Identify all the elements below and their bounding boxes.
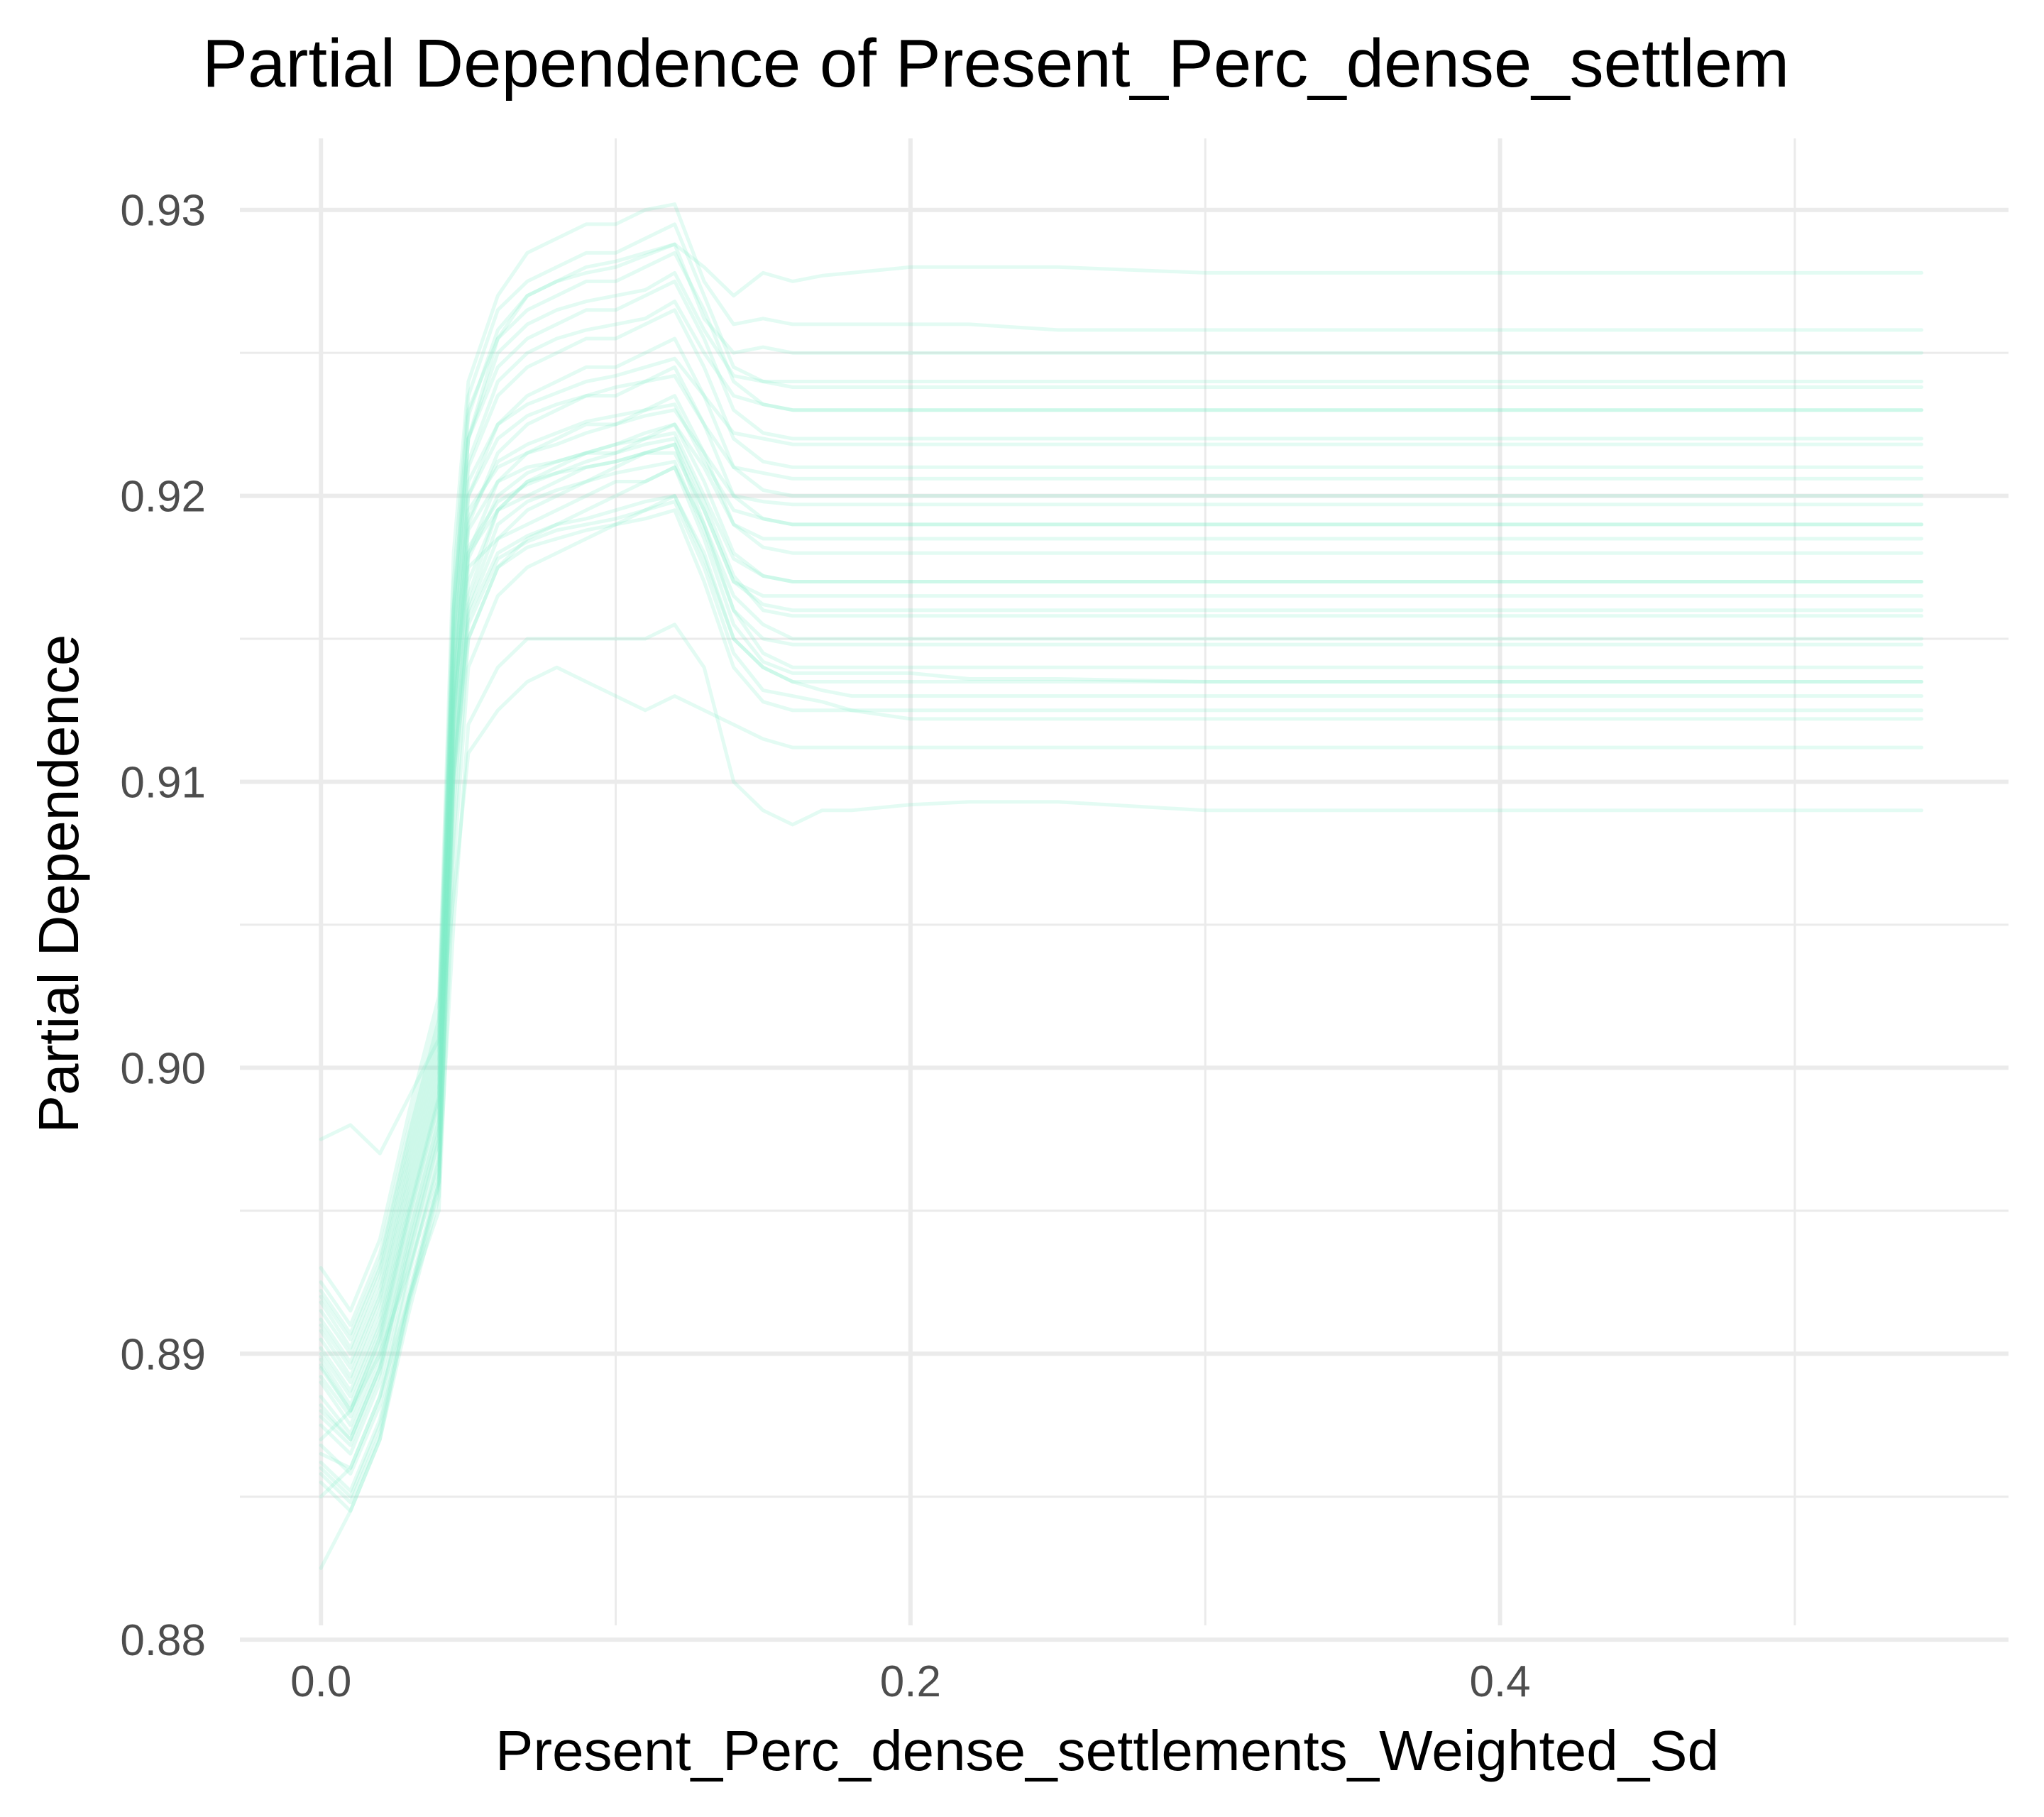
ice-line xyxy=(319,402,1923,1413)
ice-line xyxy=(319,300,1923,1364)
ice-line xyxy=(319,442,1923,1499)
ice-line xyxy=(319,336,1923,1384)
y-tick-label: 0.93 xyxy=(120,187,206,236)
ice-line xyxy=(319,356,1923,1378)
ice-line xyxy=(319,222,1923,1327)
ice-line xyxy=(319,665,1923,1155)
ice-line xyxy=(319,494,1923,1493)
ice-line xyxy=(319,242,1923,1336)
x-tick-label: 0.2 xyxy=(880,1657,941,1706)
ice-line xyxy=(319,242,1923,1470)
y-tick-label: 0.90 xyxy=(120,1044,206,1093)
ice-line xyxy=(319,202,1923,1313)
x-axis-tick-labels: 0.0 0.2 0.4 xyxy=(290,1657,1531,1706)
y-tick-label: 0.91 xyxy=(120,758,206,807)
ice-line xyxy=(319,422,1923,1419)
ice-line xyxy=(319,251,1923,1341)
ice-line xyxy=(319,508,1923,1513)
x-tick-label: 0.4 xyxy=(1469,1657,1530,1706)
ice-line xyxy=(319,365,1923,1399)
y-tick-label: 0.92 xyxy=(120,473,206,522)
ice-lines-layer xyxy=(319,202,1923,1570)
y-axis-tick-labels: 0.88 0.89 0.90 0.91 0.92 0.93 xyxy=(120,187,206,1665)
ice-line xyxy=(319,279,1923,1356)
x-tick-label: 0.0 xyxy=(290,1657,351,1706)
ice-line xyxy=(319,500,1923,1505)
chart-title: Partial Dependence of Present_Perc_dense… xyxy=(202,26,1789,101)
ice-line xyxy=(319,465,1923,1442)
ice-line xyxy=(319,451,1923,1442)
minor-gridlines xyxy=(240,138,2009,1625)
ice-line xyxy=(319,431,1923,1447)
y-tick-label: 0.88 xyxy=(120,1616,206,1665)
x-axis-title: Present_Perc_dense_settlements_Weighted_… xyxy=(495,1719,1719,1782)
ice-line xyxy=(319,465,1923,1456)
ice-line xyxy=(319,270,1923,1350)
y-tick-label: 0.89 xyxy=(120,1330,206,1379)
ice-line xyxy=(319,408,1923,1407)
ice-line xyxy=(319,437,1923,1442)
ice-line xyxy=(319,622,1923,1570)
major-gridlines xyxy=(240,138,2009,1642)
ice-line xyxy=(319,422,1923,1427)
ice-line xyxy=(319,459,1923,1476)
ice-line xyxy=(319,394,1923,1413)
ice-line xyxy=(319,442,1923,1436)
ice-line xyxy=(319,308,1923,1370)
ice-line xyxy=(319,494,1923,1499)
ice-line xyxy=(319,373,1923,1393)
y-axis-title: Partial Dependence xyxy=(27,635,90,1133)
